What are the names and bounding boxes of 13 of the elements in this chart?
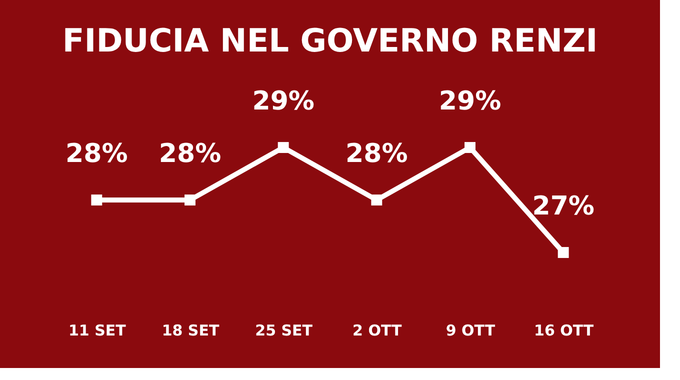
data-label: 29%	[438, 86, 502, 116]
x-tick-label: 11 SET	[68, 322, 127, 340]
x-tick-label: 2 OTT	[352, 322, 403, 340]
data-label: 28%	[346, 139, 408, 169]
x-tick-label: 9 OTT	[446, 322, 496, 340]
x-tick-label: 18 SET	[162, 322, 220, 340]
x-tick-label: 16 OTT	[534, 322, 594, 340]
data-label: 28%	[66, 139, 128, 169]
data-label: 29%	[252, 86, 314, 116]
x-tick-label: 25 SET	[255, 322, 314, 340]
data-label: 28%	[158, 139, 222, 169]
chart-title: FIDUCIA NEL GOVERNO RENZI	[62, 22, 598, 60]
data-label: 27%	[532, 192, 594, 222]
